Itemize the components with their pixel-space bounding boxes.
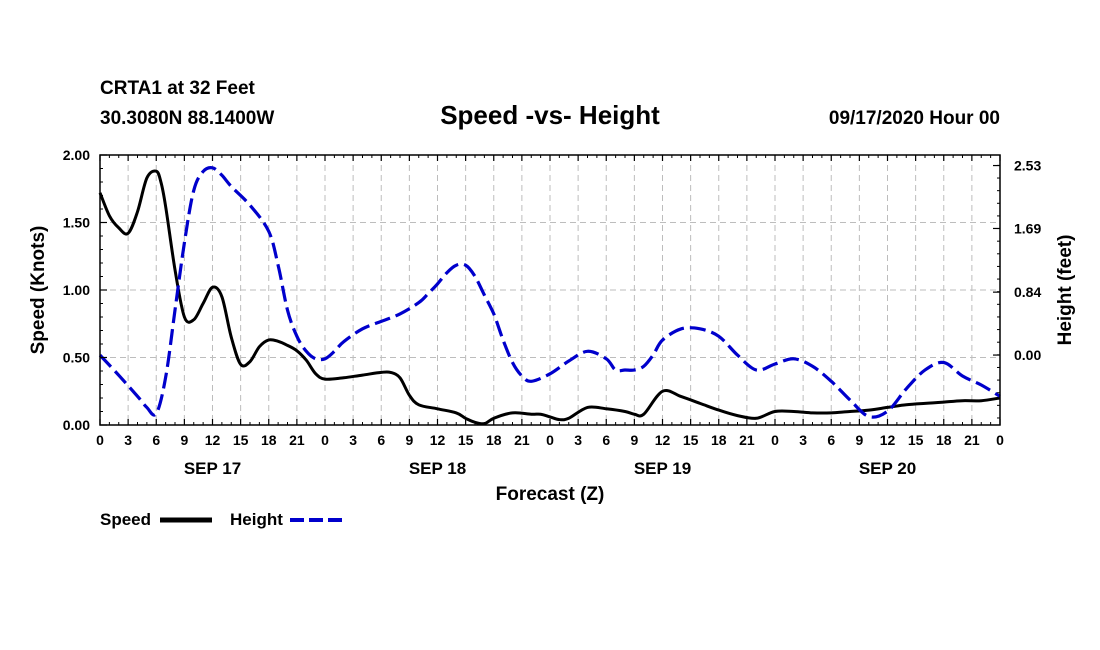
legend: Speed Height xyxy=(100,510,342,529)
y-right-tick-label: 1.69 xyxy=(1014,220,1041,236)
x-tick-label: 0 xyxy=(996,432,1004,448)
x-tick-label: 18 xyxy=(936,432,952,448)
x-tick-label: 3 xyxy=(349,432,357,448)
x-tick-label: 0 xyxy=(96,432,104,448)
legend-height-label: Height xyxy=(230,510,283,529)
x-tick-label: 3 xyxy=(799,432,807,448)
station-coordinates: 30.3080N 88.1400W xyxy=(100,108,274,129)
x-tick-label: 21 xyxy=(514,432,530,448)
y-left-tick-label: 1.00 xyxy=(63,282,90,298)
x-tick-label: 12 xyxy=(205,432,221,448)
series-line-speed xyxy=(98,169,1001,426)
x-tick-label: 21 xyxy=(964,432,980,448)
x-tick-label: 0 xyxy=(321,432,329,448)
x-tick-label: 15 xyxy=(683,432,699,448)
x-axis-title: Forecast (Z) xyxy=(496,484,605,505)
date-label: SEP 20 xyxy=(859,459,916,478)
y-left-tick-label: 0.50 xyxy=(63,350,90,366)
x-tick-label: 12 xyxy=(655,432,671,448)
x-tick-label: 6 xyxy=(377,432,385,448)
date-label: SEP 17 xyxy=(184,459,241,478)
x-tick-label: 12 xyxy=(880,432,896,448)
y-left-tick-label: 2.00 xyxy=(63,147,90,163)
x-tick-label: 6 xyxy=(827,432,835,448)
x-tick-label: 18 xyxy=(711,432,727,448)
y-left-tick-label: 0.00 xyxy=(63,417,90,433)
station-title: CRTA1 at 32 Feet xyxy=(100,78,256,99)
chart-title: Speed -vs- Height xyxy=(440,100,660,130)
x-tick-label: 12 xyxy=(430,432,446,448)
x-tick-label: 9 xyxy=(855,432,863,448)
y-axis-right-title: Height (feet) xyxy=(1055,235,1076,346)
x-tick-label: 21 xyxy=(739,432,755,448)
x-tick-label: 15 xyxy=(233,432,249,448)
x-tick-label: 3 xyxy=(124,432,132,448)
x-tick-label: 3 xyxy=(574,432,582,448)
x-tick-label: 6 xyxy=(152,432,160,448)
y-right-tick-label: 0.00 xyxy=(1014,347,1041,363)
x-tick-label: 15 xyxy=(908,432,924,448)
date-label: SEP 18 xyxy=(409,459,466,478)
x-tick-label: 9 xyxy=(405,432,413,448)
x-tick-label: 15 xyxy=(458,432,474,448)
series-line-height xyxy=(98,166,1001,419)
date-label: SEP 19 xyxy=(634,459,691,478)
x-tick-label: 9 xyxy=(630,432,638,448)
x-tick-label: 0 xyxy=(771,432,779,448)
y-right-tick-label: 2.53 xyxy=(1014,158,1041,174)
tick-labels: 0 3 6 9 12 15 18 21 0 3 6 9 12 15 18 21 0 3 6 9 12 15 18 21 0 3 6 9… xyxy=(63,147,1042,478)
x-tick-label: 18 xyxy=(261,432,277,448)
x-tick-label: 21 xyxy=(289,432,305,448)
axis-ticks xyxy=(99,154,1001,426)
grid-lines xyxy=(100,155,1000,425)
x-tick-label: 18 xyxy=(486,432,502,448)
run-time-label: 09/17/2020 Hour 00 xyxy=(829,108,1000,129)
series-lines xyxy=(98,166,1001,426)
x-tick-label: 0 xyxy=(546,432,554,448)
y-right-tick-label: 0.84 xyxy=(1014,284,1041,300)
x-tick-label: 9 xyxy=(180,432,188,448)
legend-speed-label: Speed xyxy=(100,510,151,529)
x-tick-label: 6 xyxy=(602,432,610,448)
y-axis-left-title: Speed (Knots) xyxy=(28,226,49,355)
y-left-tick-label: 1.50 xyxy=(63,215,90,231)
